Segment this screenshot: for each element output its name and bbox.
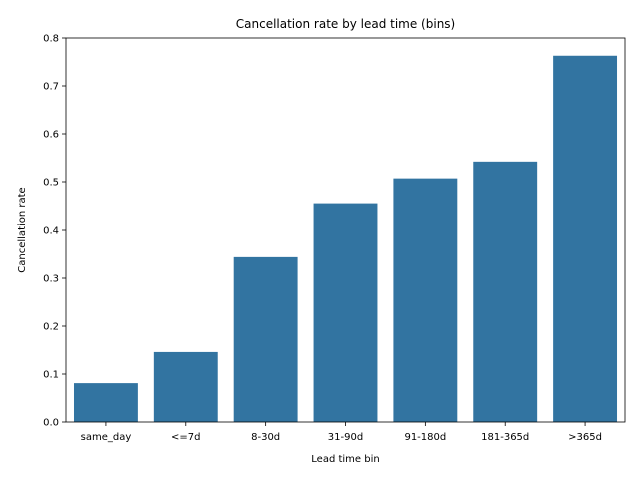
x-axis-label: Lead time bin bbox=[311, 454, 379, 465]
x-axis: same_day <=7d 8-30d 31-90d 91-180d 181-365d >3… bbox=[81, 422, 602, 443]
y-axis: 0.0 0.1 0.2 0.3 0.4 0.5 0.6 0.7 0.8 bbox=[43, 34, 66, 429]
bar-0 bbox=[73, 383, 138, 422]
x-tick-label-6: >365d bbox=[568, 432, 602, 443]
bar-6 bbox=[553, 55, 618, 422]
y-tick-label-7: 0.7 bbox=[43, 82, 59, 93]
bars bbox=[73, 55, 618, 422]
plot-frame bbox=[65, 37, 626, 423]
y-tick-label-1: 0.1 bbox=[43, 370, 59, 381]
bar-5 bbox=[473, 161, 538, 422]
y-tick-label-0: 0.0 bbox=[43, 418, 59, 429]
bar-4 bbox=[393, 178, 458, 422]
y-axis-label: Cancellation rate bbox=[17, 187, 28, 272]
chart-title: Cancellation rate by lead time (bins) bbox=[236, 17, 455, 31]
x-tick-label-5: 181-365d bbox=[481, 432, 529, 443]
x-tick-label-1: <=7d bbox=[171, 432, 200, 443]
y-tick-label-8: 0.8 bbox=[43, 34, 59, 45]
x-tick-label-2: 8-30d bbox=[251, 432, 280, 443]
bar-1 bbox=[153, 351, 218, 422]
y-tick-label-5: 0.5 bbox=[43, 178, 59, 189]
x-tick-label-3: 31-90d bbox=[328, 432, 363, 443]
x-tick-label-0: same_day bbox=[81, 432, 132, 443]
bar-3 bbox=[313, 203, 378, 422]
y-tick-label-3: 0.3 bbox=[43, 274, 59, 285]
bar-2 bbox=[233, 256, 298, 422]
y-tick-label-6: 0.6 bbox=[43, 130, 59, 141]
y-tick-label-2: 0.2 bbox=[43, 322, 59, 333]
x-tick-label-4: 91-180d bbox=[404, 432, 446, 443]
y-tick-label-4: 0.4 bbox=[43, 226, 59, 237]
